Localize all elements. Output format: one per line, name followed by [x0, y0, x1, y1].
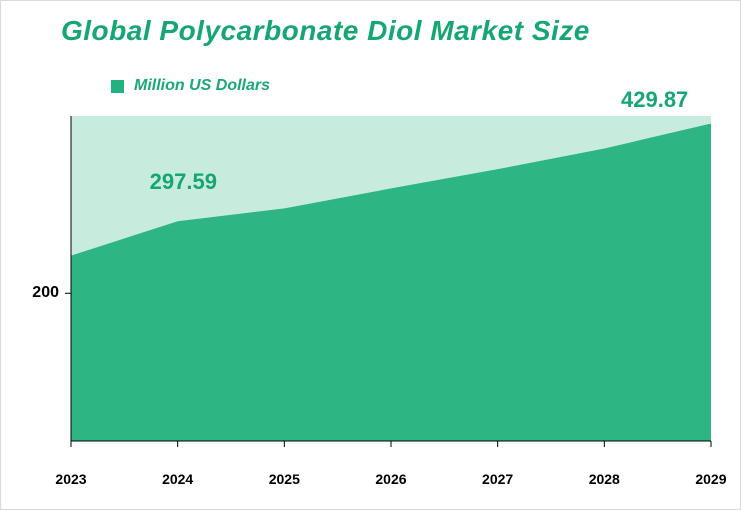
area-svg: [71, 116, 711, 441]
legend: Million US Dollars: [111, 77, 270, 95]
legend-swatch: [111, 80, 124, 93]
y-tick-200: 200: [32, 284, 59, 302]
plot-area: 200 297.59429.87: [71, 116, 711, 441]
data-label: 297.59: [150, 169, 217, 195]
data-label: 429.87: [621, 87, 688, 113]
x-axis: 2023202420252026202720282029: [71, 471, 711, 491]
chart-title: Global Polycarbonate Diol Market Size: [61, 15, 716, 47]
legend-label: Million US Dollars: [134, 77, 270, 95]
chart-frame: Global Polycarbonate Diol Market Size Mi…: [0, 0, 741, 510]
